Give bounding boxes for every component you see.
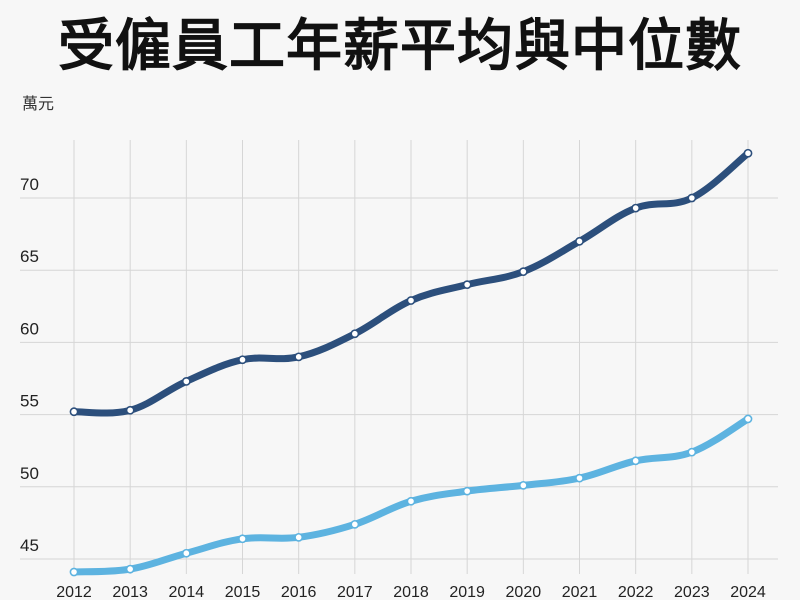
- chart-title: 受僱員工年薪平均與中位數: [58, 13, 742, 79]
- y-tick-label: 70: [20, 175, 39, 194]
- data-point-2: [743, 414, 753, 424]
- data-point-2: [631, 456, 641, 466]
- y-tick-label: 65: [20, 247, 39, 266]
- data-point-1: [518, 267, 528, 277]
- data-point-1: [125, 405, 135, 415]
- data-point-2: [69, 567, 79, 577]
- data-point-1: [575, 236, 584, 246]
- x-tick-label: 2012: [56, 584, 92, 600]
- x-tick-label: 2019: [449, 584, 485, 600]
- x-tick-label: 2017: [337, 584, 373, 600]
- data-point-1: [462, 280, 472, 290]
- grid-lines: [20, 140, 778, 574]
- y-axis-unit-label: 萬元: [22, 94, 55, 113]
- y-tick-label: 50: [20, 464, 39, 483]
- x-tick-label: 2016: [281, 584, 317, 600]
- x-tick-label: 2021: [562, 584, 598, 600]
- data-point-2: [181, 548, 191, 558]
- data-point-1: [406, 296, 416, 305]
- y-tick-label: 45: [20, 536, 39, 555]
- data-point-2: [238, 534, 247, 544]
- data-point-2: [575, 473, 584, 483]
- y-tick-label: 55: [20, 392, 39, 411]
- data-point-1: [687, 193, 697, 203]
- x-tick-label: 2018: [393, 584, 429, 600]
- data-points: [69, 148, 753, 577]
- x-tick-label: 2022: [618, 584, 654, 600]
- data-point-1: [350, 329, 360, 339]
- y-axis-ticks: 45 50 55 60 65 70: [20, 175, 39, 555]
- x-tick-label: 2013: [112, 584, 148, 600]
- data-point-2: [350, 519, 360, 529]
- data-point-1: [743, 148, 753, 158]
- data-point-2: [518, 480, 528, 490]
- data-point-1: [238, 355, 247, 365]
- x-tick-label: 2020: [506, 584, 542, 600]
- data-point-2: [294, 532, 304, 542]
- x-tick-label: 2014: [169, 584, 205, 600]
- data-point-2: [462, 486, 472, 496]
- y-tick-label: 60: [20, 319, 39, 338]
- x-tick-label: 2024: [730, 584, 766, 600]
- data-point-1: [181, 376, 191, 386]
- data-point-2: [406, 496, 416, 506]
- x-axis-ticks: 2012 2013 2014 2015 2016 2017 2018 2019 2020 2021…: [56, 584, 766, 600]
- data-point-1: [631, 203, 641, 213]
- x-tick-label: 2023: [674, 584, 710, 600]
- data-point-2: [687, 447, 697, 457]
- data-point-1: [69, 407, 79, 417]
- x-tick-label: 2015: [225, 584, 261, 600]
- data-point-1: [294, 352, 304, 362]
- data-point-2: [125, 564, 135, 574]
